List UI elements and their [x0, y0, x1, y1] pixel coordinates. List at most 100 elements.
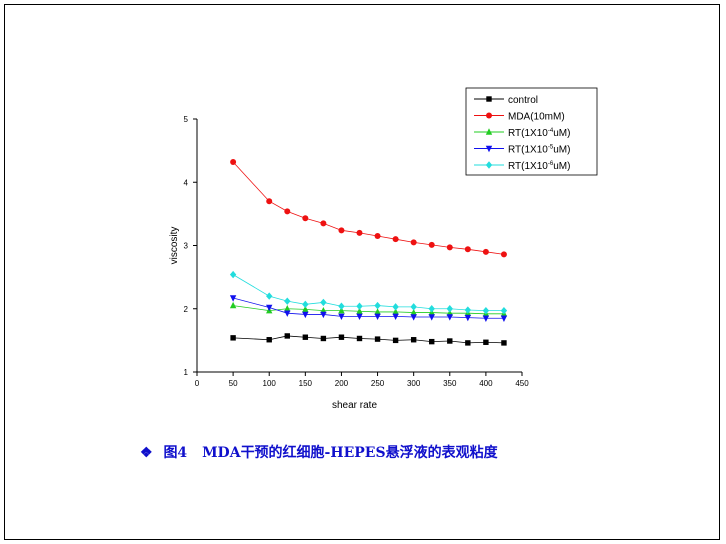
- series-4-point: [374, 313, 381, 321]
- series-3-point: [229, 301, 237, 309]
- series-3-point: [410, 308, 417, 316]
- series-5-point: [320, 298, 327, 307]
- series-4-line: [233, 297, 504, 319]
- series-2-point: [392, 236, 399, 243]
- series-3-point: [338, 306, 345, 314]
- series-5-point: [392, 303, 399, 311]
- legend-item-3-point: [485, 128, 493, 135]
- series-5-point: [482, 306, 490, 315]
- x-tick-label: 50: [229, 379, 238, 388]
- series-1-point: [447, 338, 453, 344]
- legend-item-3-label: RT(1X10-4uM): [508, 128, 570, 139]
- series-5-point: [446, 305, 453, 313]
- x-tick-label: 450: [515, 379, 529, 388]
- series-4-point: [338, 313, 345, 321]
- series-5-point: [428, 305, 435, 313]
- series-2-point: [302, 215, 309, 222]
- series-1-group: [230, 333, 507, 346]
- series-4-point: [446, 314, 453, 321]
- x-axis-title: shear rate: [332, 400, 377, 411]
- series-2-line: [232, 161, 504, 255]
- series-5-point: [229, 270, 237, 279]
- x-tick-label: 200: [335, 379, 349, 388]
- figure-caption: ❖ 图4 MDA干预的红细胞-HEPES悬浮液的表观粘度: [140, 442, 498, 462]
- series-5-point: [374, 301, 381, 310]
- x-tick-label: 400: [479, 379, 493, 388]
- series-3-point: [284, 305, 291, 312]
- x-tick-label: 250: [371, 379, 385, 388]
- series-2-point: [356, 229, 363, 236]
- series-1-point: [465, 340, 471, 346]
- legend-item-4-point: [485, 145, 493, 153]
- legend-item-4-label: RT(1X10-5uM): [508, 145, 570, 156]
- y-axis-title: viscosity: [169, 227, 180, 265]
- series-1-point: [501, 340, 507, 346]
- legend-item-5-point: [485, 161, 493, 169]
- y-tick-label: 3: [184, 242, 189, 251]
- series-4-point: [410, 314, 417, 321]
- legend-item-2-point: [486, 112, 492, 119]
- x-tick-label: 300: [407, 379, 421, 388]
- y-tick-label: 4: [184, 178, 189, 187]
- series-5-point: [464, 306, 472, 314]
- series-4-point: [229, 295, 237, 302]
- series-2-point: [428, 241, 435, 248]
- series-5-group: [229, 270, 508, 315]
- series-4-point: [392, 313, 399, 321]
- series-1-point: [338, 334, 345, 340]
- series-2-point: [410, 239, 417, 246]
- series-5-point: [338, 302, 345, 310]
- series-4-point: [500, 315, 508, 322]
- series-2-point: [482, 248, 489, 255]
- x-tick-label: 150: [299, 379, 313, 388]
- series-2-point: [266, 198, 273, 205]
- series-5-point: [410, 303, 417, 311]
- series-1-point: [410, 337, 417, 343]
- series-3-point: [374, 308, 381, 315]
- series-4-point: [266, 304, 273, 312]
- series-2-point: [446, 244, 453, 251]
- series-5-point: [500, 306, 508, 315]
- figure-caption-text: MDA干预的红细胞-HEPES悬浮液的表观粘度: [202, 445, 498, 461]
- series-1-point: [483, 339, 489, 345]
- legend-item-1-label: control: [508, 95, 538, 106]
- series-1-point: [230, 335, 236, 341]
- series-4-point: [356, 313, 363, 321]
- series-2-point: [320, 220, 327, 227]
- series-4-point: [302, 311, 309, 319]
- series-1-point: [320, 335, 327, 342]
- series-5-point: [266, 292, 273, 300]
- series-2-point: [338, 227, 345, 234]
- series-2-point: [464, 246, 471, 253]
- x-tick-label: 350: [443, 379, 457, 388]
- series-1-point: [356, 335, 363, 342]
- series-1-point: [284, 333, 290, 339]
- series-3-point: [392, 308, 399, 315]
- series-4-point: [284, 310, 291, 317]
- series-4-point: [320, 311, 327, 319]
- series-5-point: [284, 297, 291, 305]
- series-5-point: [302, 300, 309, 309]
- legend-item-1-point: [486, 96, 492, 102]
- legend-item-2-label: MDA(10mM): [508, 112, 565, 123]
- series-1-point: [374, 336, 381, 342]
- series-1-point: [302, 334, 309, 340]
- series-2-group: [230, 159, 507, 258]
- series-4-point: [464, 314, 472, 322]
- series-4-group: [229, 295, 508, 322]
- x-tick-label: 0: [195, 379, 200, 388]
- series-2-point: [230, 159, 237, 166]
- series-1-line: [233, 335, 504, 344]
- bullet-icon: ❖: [140, 445, 153, 461]
- series-3-point: [302, 305, 309, 313]
- series-2-point: [284, 208, 291, 215]
- y-tick-label: 5: [184, 115, 189, 124]
- series-4-point: [428, 314, 435, 321]
- series-4-point: [482, 315, 490, 322]
- legend-item-5-label: RT(1X10-6uM): [508, 161, 570, 172]
- series-1-point: [392, 337, 399, 344]
- series-1-point: [266, 337, 272, 343]
- slide-frame: [4, 4, 720, 540]
- y-tick-label: 1: [184, 368, 189, 377]
